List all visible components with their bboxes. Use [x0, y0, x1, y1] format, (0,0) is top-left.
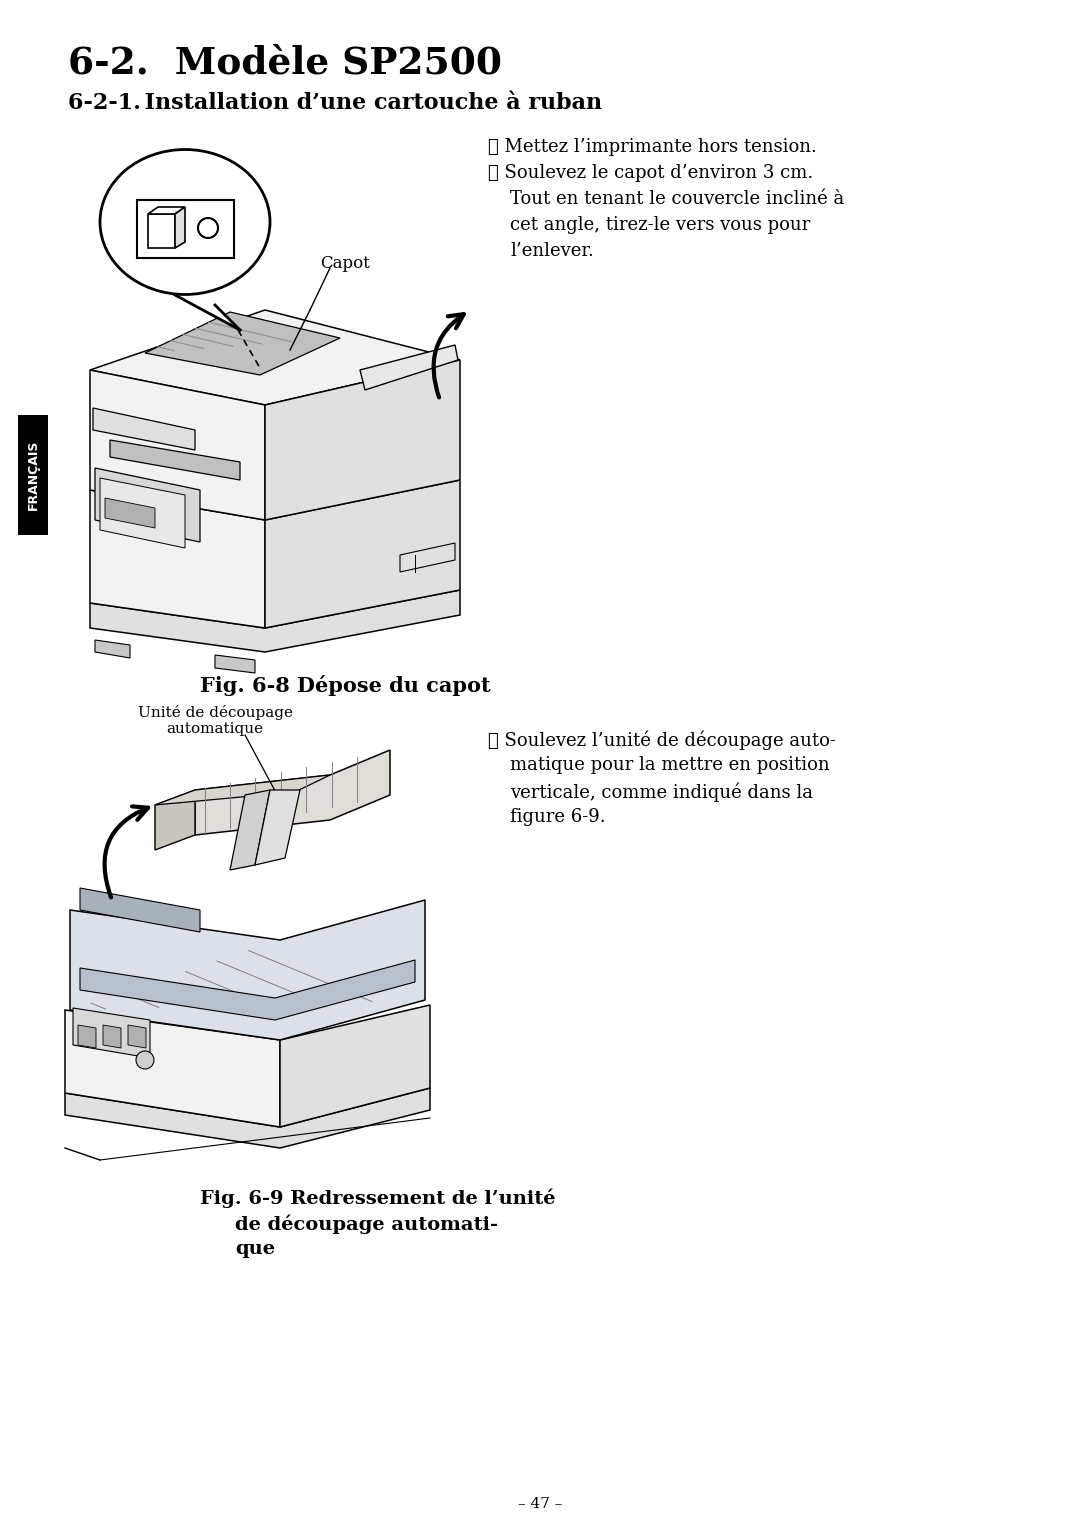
Text: Fig. 6-9 Redressement de l’unité: Fig. 6-9 Redressement de l’unité [200, 1188, 555, 1208]
Text: de découpage automati-: de découpage automati- [235, 1214, 498, 1234]
Ellipse shape [100, 150, 270, 295]
Text: 6-2.  Modèle SP2500: 6-2. Modèle SP2500 [68, 44, 502, 83]
Polygon shape [90, 310, 460, 405]
Polygon shape [280, 1005, 430, 1127]
Text: 6-2-1. Installation d’une cartouche à ruban: 6-2-1. Installation d’une cartouche à ru… [68, 92, 603, 115]
Polygon shape [156, 790, 195, 850]
Polygon shape [90, 590, 460, 651]
Text: automatique: automatique [166, 722, 264, 735]
Polygon shape [65, 1011, 280, 1127]
Polygon shape [215, 654, 255, 673]
Polygon shape [103, 1024, 121, 1047]
Polygon shape [148, 214, 175, 248]
Text: cet angle, tirez-le vers vous pour: cet angle, tirez-le vers vous pour [510, 216, 810, 234]
Polygon shape [265, 480, 460, 628]
Polygon shape [80, 960, 415, 1020]
Polygon shape [93, 408, 195, 450]
Text: matique pour la mettre en position: matique pour la mettre en position [510, 755, 829, 774]
Text: Capot: Capot [320, 255, 369, 272]
Polygon shape [265, 359, 460, 520]
Text: ③ Soulevez l’unité de découpage auto-: ③ Soulevez l’unité de découpage auto- [488, 729, 836, 749]
Text: Fig. 6-8 Dépose du capot: Fig. 6-8 Dépose du capot [200, 674, 490, 696]
Polygon shape [90, 370, 265, 520]
Polygon shape [175, 295, 240, 330]
Text: Tout en tenant le couvercle incliné à: Tout en tenant le couvercle incliné à [510, 190, 845, 208]
Polygon shape [175, 206, 185, 248]
Polygon shape [100, 479, 185, 547]
FancyBboxPatch shape [18, 414, 48, 535]
Text: Hors tension: Hors tension [112, 408, 211, 422]
Polygon shape [73, 1008, 150, 1058]
Polygon shape [195, 751, 390, 835]
Polygon shape [95, 641, 130, 657]
Circle shape [136, 1050, 154, 1069]
Polygon shape [80, 888, 200, 933]
Polygon shape [78, 1024, 96, 1047]
Polygon shape [90, 489, 265, 628]
Polygon shape [65, 1089, 430, 1148]
Polygon shape [70, 901, 426, 1040]
Polygon shape [148, 206, 185, 214]
Text: ① Mettez l’imprimante hors tension.: ① Mettez l’imprimante hors tension. [488, 138, 816, 156]
Polygon shape [255, 790, 300, 865]
Polygon shape [110, 440, 240, 480]
Polygon shape [230, 790, 270, 870]
Polygon shape [156, 775, 330, 804]
Polygon shape [95, 468, 200, 541]
Text: figure 6-9.: figure 6-9. [510, 807, 606, 826]
Polygon shape [105, 498, 156, 528]
Text: que: que [235, 1240, 275, 1258]
Text: – 47 –: – 47 – [517, 1497, 563, 1511]
Text: l’enlever.: l’enlever. [510, 242, 594, 260]
Polygon shape [129, 1024, 146, 1047]
Text: verticale, comme indiqué dans la: verticale, comme indiqué dans la [510, 781, 813, 801]
Polygon shape [145, 312, 340, 375]
Text: Unité de découpage: Unité de découpage [137, 705, 293, 720]
Polygon shape [400, 543, 455, 572]
Polygon shape [137, 200, 234, 258]
Text: FRANÇAIS: FRANÇAIS [27, 440, 40, 511]
Text: ② Soulevez le capot d’environ 3 cm.: ② Soulevez le capot d’environ 3 cm. [488, 164, 813, 182]
Polygon shape [360, 346, 458, 390]
